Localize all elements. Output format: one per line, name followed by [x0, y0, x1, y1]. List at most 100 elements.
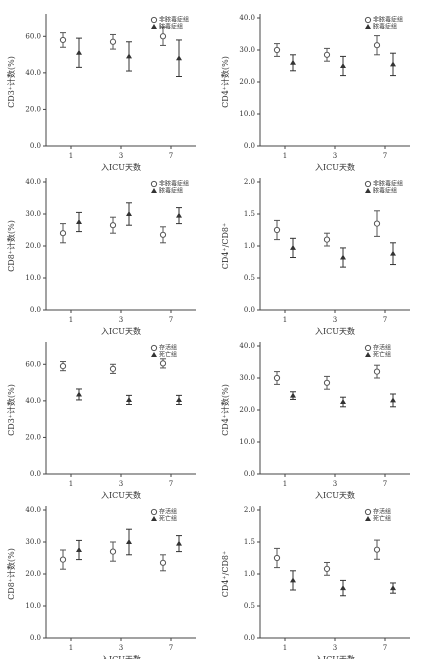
y-tick-label: 2.0 — [244, 506, 255, 514]
y-axis-label: CD4⁺计数(%) — [220, 384, 230, 436]
panel: 0.0 10.0 20.0 30.0 40.0 1 3 7 入ICU天数 CD4⁺计数(%) 存活组… — [220, 342, 410, 500]
x-tick-label: 3 — [333, 316, 337, 324]
x-axis-label: 入ICU天数 — [315, 326, 355, 336]
x-tick-label: 1 — [283, 152, 287, 160]
legend-label: 脓毒症组 — [373, 23, 397, 31]
y-tick-label: 40.0 — [25, 69, 41, 77]
marker — [59, 363, 67, 370]
x-tick-label: 1 — [69, 644, 73, 652]
x-axis-label: 入ICU天数 — [101, 490, 141, 500]
x-axis-label: 入ICU天数 — [101, 326, 141, 336]
y-tick-label: 0.0 — [244, 634, 255, 642]
y-tick-label: 10.0 — [239, 110, 255, 118]
marker — [109, 365, 117, 372]
y-tick-label: 40.0 — [239, 14, 255, 22]
panel: 0.0 20.0 40.0 60.0 1 3 7 入ICU天数 CD3⁺计数(%) 非脓毒症组脓毒… — [6, 14, 196, 172]
marker — [109, 38, 117, 45]
marker — [126, 211, 132, 216]
x-tick-label: 1 — [69, 152, 73, 160]
y-tick-label: 40.0 — [25, 397, 41, 405]
x-tick-label: 7 — [169, 152, 173, 160]
legend-label: 非脓毒症组 — [373, 16, 403, 24]
marker — [273, 46, 281, 54]
marker — [290, 392, 296, 398]
y-tick-label: 20.0 — [239, 78, 255, 86]
marker — [340, 63, 346, 68]
marker — [109, 222, 117, 229]
y-tick-label: 20.0 — [25, 242, 41, 250]
y-tick-label: 0.5 — [244, 602, 255, 610]
x-tick-label: 7 — [383, 644, 387, 652]
marker — [364, 344, 372, 352]
x-tick-label: 3 — [333, 644, 337, 652]
legend-label: 死亡组 — [159, 351, 177, 359]
marker — [76, 219, 82, 224]
y-tick-label: 1.5 — [244, 538, 255, 546]
legend-label: 死亡组 — [373, 515, 391, 523]
legend-label: 非脓毒症组 — [373, 180, 403, 188]
y-axis-label: CD3⁺计数(%) — [6, 56, 16, 108]
marker — [176, 540, 182, 546]
x-axis-label: 入ICU天数 — [101, 162, 141, 172]
marker — [290, 577, 296, 583]
marker — [76, 49, 82, 55]
marker — [373, 368, 381, 375]
marker — [365, 516, 371, 521]
legend-label: 脓毒症组 — [373, 187, 397, 195]
marker — [290, 244, 296, 250]
marker — [159, 360, 167, 367]
y-axis-label: CD3⁺计数(%) — [6, 384, 16, 436]
y-tick-label: 30.0 — [25, 210, 41, 218]
marker — [364, 16, 372, 24]
legend-label: 脓毒症组 — [159, 23, 183, 31]
marker — [365, 352, 371, 357]
marker — [159, 33, 167, 40]
marker — [390, 397, 396, 403]
y-axis-label: CD8⁺计数(%) — [6, 548, 16, 600]
marker — [364, 180, 372, 188]
marker — [150, 16, 158, 24]
x-tick-label: 7 — [169, 316, 173, 324]
marker — [390, 585, 396, 591]
marker — [126, 539, 132, 544]
y-tick-label: 1.5 — [244, 210, 255, 218]
marker — [390, 250, 396, 256]
marker — [176, 55, 182, 61]
legend-label: 存活组 — [373, 344, 391, 352]
y-axis-label: CD4⁺/CD8⁺ — [221, 223, 230, 269]
y-tick-label: 60.0 — [25, 360, 41, 368]
marker — [323, 379, 331, 386]
x-tick-label: 3 — [119, 152, 123, 160]
y-tick-label: 10.0 — [25, 274, 41, 282]
marker — [159, 559, 167, 566]
marker — [151, 188, 157, 193]
legend-label: 非脓毒症组 — [159, 180, 189, 188]
legend-label: 脓毒症组 — [159, 187, 183, 195]
marker — [76, 547, 82, 552]
legend-label: 存活组 — [159, 508, 177, 516]
y-tick-label: 0.0 — [30, 470, 41, 478]
marker — [373, 220, 381, 227]
marker — [126, 53, 132, 59]
x-tick-label: 7 — [169, 480, 173, 488]
y-tick-label: 20.0 — [25, 570, 41, 578]
y-tick-label: 10.0 — [239, 438, 255, 446]
y-tick-label: 0.5 — [244, 274, 255, 282]
marker — [150, 508, 158, 516]
x-tick-label: 7 — [169, 644, 173, 652]
y-tick-label: 1.0 — [244, 570, 255, 578]
y-tick-label: 60.0 — [25, 32, 41, 40]
panel: 0.0 10.0 20.0 30.0 40.0 1 3 7 入ICU天数 CD8⁺计数(%) 存活组… — [6, 506, 196, 659]
y-tick-label: 40.0 — [239, 342, 255, 350]
marker — [176, 212, 182, 218]
panel: 0.0 10.0 20.0 30.0 40.0 1 3 7 入ICU天数 CD8⁺计数(%) 非脓毒… — [6, 178, 196, 336]
y-tick-label: 40.0 — [25, 178, 41, 186]
marker — [176, 396, 182, 402]
y-tick-label: 20.0 — [25, 105, 41, 113]
marker — [273, 226, 281, 234]
y-tick-label: 40.0 — [25, 506, 41, 514]
x-tick-label: 1 — [283, 644, 287, 652]
marker — [390, 61, 396, 67]
x-tick-label: 3 — [119, 316, 123, 324]
